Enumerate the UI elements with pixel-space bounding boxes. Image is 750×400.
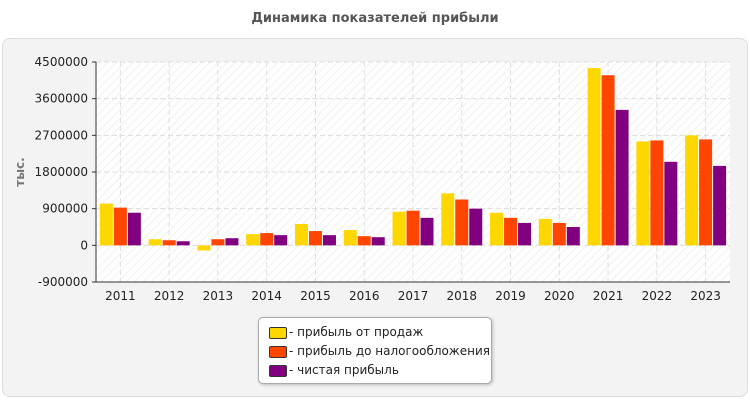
bar bbox=[392, 211, 406, 246]
y-tick-label: 3600000 bbox=[35, 92, 88, 106]
y-tick-label: 2700000 bbox=[35, 128, 88, 142]
bar bbox=[343, 230, 357, 246]
x-tick-label: 2021 bbox=[593, 289, 624, 303]
bar bbox=[552, 222, 566, 246]
x-tick-label: 2018 bbox=[446, 289, 477, 303]
bar bbox=[176, 241, 190, 246]
bar bbox=[713, 165, 727, 246]
bar bbox=[371, 237, 385, 246]
bar bbox=[420, 217, 434, 246]
x-tick-label: 2022 bbox=[642, 289, 673, 303]
bar bbox=[357, 236, 371, 246]
bar bbox=[246, 234, 260, 246]
bar bbox=[406, 210, 420, 246]
bar bbox=[197, 245, 211, 251]
x-tick-label: 2012 bbox=[154, 289, 185, 303]
bar bbox=[566, 227, 580, 246]
bar bbox=[322, 235, 336, 246]
bar bbox=[469, 208, 483, 246]
bar bbox=[127, 212, 141, 246]
bar bbox=[99, 203, 113, 246]
x-tick-label: 2020 bbox=[544, 289, 575, 303]
bar bbox=[294, 223, 308, 246]
bar bbox=[636, 141, 650, 246]
x-tick-label: 2013 bbox=[203, 289, 234, 303]
x-tick-label: 2011 bbox=[105, 289, 136, 303]
bar bbox=[455, 199, 469, 246]
bar bbox=[685, 135, 699, 246]
bar bbox=[162, 240, 176, 246]
legend-item[interactable]: - прибыль до налогообложения bbox=[269, 343, 490, 359]
y-tick-label: 0 bbox=[80, 238, 88, 252]
x-tick-label: 2017 bbox=[398, 289, 429, 303]
y-tick-label: 4500000 bbox=[35, 55, 88, 69]
bar bbox=[587, 68, 601, 246]
x-tick-label: 2023 bbox=[690, 289, 721, 303]
x-tick-label: 2015 bbox=[300, 289, 331, 303]
y-tick-label: 900000 bbox=[42, 202, 88, 216]
legend: - прибыль от продаж - прибыль до налогооб… bbox=[258, 317, 492, 384]
bar bbox=[274, 235, 288, 246]
bar bbox=[504, 217, 518, 246]
bar bbox=[538, 218, 552, 246]
legend-item[interactable]: - прибыль от продаж bbox=[269, 324, 423, 340]
bar bbox=[441, 193, 455, 246]
bar bbox=[211, 239, 225, 246]
bar bbox=[308, 231, 322, 246]
x-tick-label: 2016 bbox=[349, 289, 380, 303]
legend-label: - прибыль от продаж bbox=[289, 325, 424, 339]
y-tick-label: 1800000 bbox=[35, 165, 88, 179]
bar bbox=[664, 161, 678, 246]
bar bbox=[260, 233, 274, 246]
bar bbox=[650, 140, 664, 246]
x-tick-label: 2014 bbox=[251, 289, 282, 303]
legend-swatch bbox=[269, 326, 287, 339]
x-tick-label: 2019 bbox=[495, 289, 526, 303]
y-tick-label: -900000 bbox=[38, 275, 88, 289]
bar bbox=[148, 239, 162, 246]
bar bbox=[699, 139, 713, 246]
y-axis-label: тыс. bbox=[13, 157, 27, 186]
legend-item[interactable]: - чистая прибыль bbox=[269, 362, 399, 378]
bar bbox=[490, 212, 504, 246]
legend-swatch bbox=[269, 364, 287, 377]
bar bbox=[518, 222, 532, 246]
bar bbox=[615, 109, 629, 246]
bar bbox=[113, 207, 127, 246]
chart-title: Динамика показателей прибыли bbox=[251, 11, 499, 26]
legend-label: - чистая прибыль bbox=[289, 363, 399, 377]
legend-label: - прибыль до налогообложения bbox=[289, 344, 490, 358]
bar bbox=[225, 238, 239, 246]
bar bbox=[601, 75, 615, 246]
legend-swatch bbox=[269, 345, 287, 358]
